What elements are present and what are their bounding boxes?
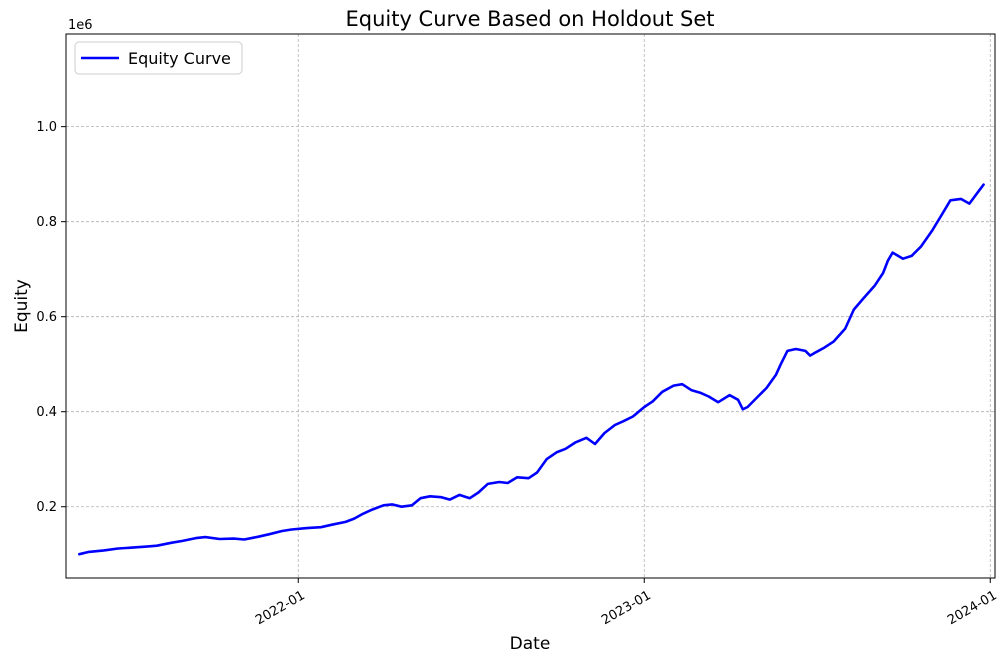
legend-label-equity-curve: Equity Curve xyxy=(128,49,231,68)
y-tick-label: 0.6 xyxy=(36,310,57,325)
y-axis-title: Equity xyxy=(12,279,32,333)
legend-box xyxy=(74,41,243,75)
y-tick-label: 0.4 xyxy=(36,405,57,420)
y-tick-label: 0.8 xyxy=(36,215,57,230)
y-tick-label: 1.0 xyxy=(36,120,57,135)
legend: Equity Curve xyxy=(74,41,243,75)
y-offset-label: 1e6 xyxy=(68,18,93,33)
y-tick-label: 0.2 xyxy=(36,500,57,515)
x-axis-title: Date xyxy=(510,634,551,654)
plot-frame xyxy=(65,33,996,579)
chart-title: Equity Curve Based on Holdout Set xyxy=(345,7,714,31)
series-line-equity-curve xyxy=(78,183,985,556)
grid xyxy=(66,34,995,578)
series-layer xyxy=(78,183,985,556)
